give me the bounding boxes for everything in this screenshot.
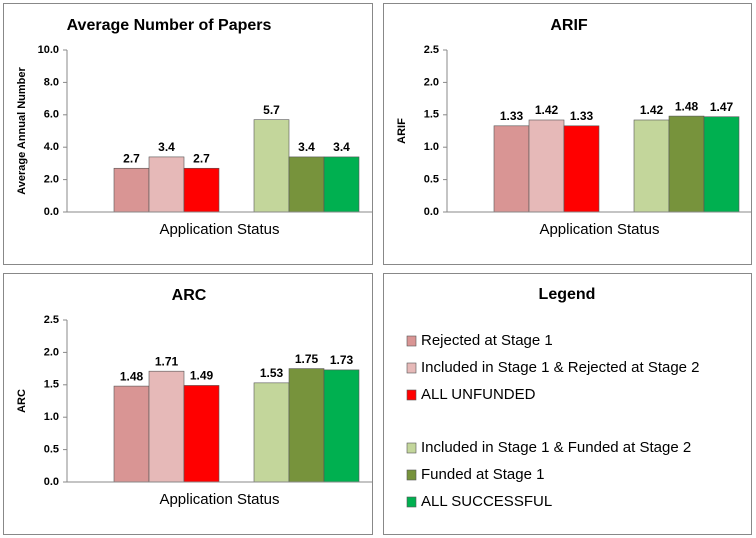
bar (668, 115, 705, 213)
bar (148, 370, 185, 483)
data-label: 1.71 (155, 354, 179, 368)
legend-label: Included in Stage 1 & Rejected at Stage … (421, 359, 700, 376)
x-axis-title: Application Status (159, 491, 279, 508)
data-label: 1.48 (675, 99, 699, 113)
y-tick-label: 1.5 (44, 379, 59, 391)
y-tick-label: 1.0 (424, 141, 439, 153)
y-tick-label: 1.0 (44, 411, 59, 423)
bar (288, 156, 325, 213)
y-tick-label: 2.5 (44, 314, 59, 326)
legend-swatch (406, 442, 417, 454)
legend-swatch (406, 469, 417, 481)
data-label: 2.7 (193, 151, 210, 165)
y-axis-title: Average Annual Number (16, 67, 28, 195)
y-tick-label: 2.0 (44, 174, 59, 186)
legend-swatch (406, 335, 417, 347)
data-label: 1.33 (500, 109, 524, 123)
chart-title: ARC (172, 287, 207, 304)
bar (183, 385, 220, 483)
data-label: 3.4 (333, 140, 350, 154)
data-label: 1.47 (710, 100, 734, 114)
data-label: 1.33 (570, 109, 594, 123)
y-tick-label: 0.0 (44, 206, 59, 218)
data-label: 5.7 (263, 103, 280, 117)
data-label: 1.42 (535, 103, 559, 117)
data-label: 1.49 (190, 369, 214, 383)
legend-label: ALL UNFUNDED (421, 386, 536, 403)
data-label: 1.53 (260, 366, 284, 380)
bar (323, 369, 360, 483)
y-tick-label: 0.5 (424, 174, 439, 186)
chart-title: Average Number of Papers (67, 17, 272, 34)
bar (183, 167, 220, 213)
y-tick-label: 0.0 (424, 206, 439, 218)
y-tick-label: 2.5 (424, 44, 439, 56)
y-tick-label: 6.0 (44, 109, 59, 121)
data-label: 1.42 (640, 103, 664, 117)
legend-label: Rejected at Stage 1 (421, 332, 553, 349)
y-tick-label: 0.5 (44, 444, 59, 456)
legend-swatch (406, 496, 417, 508)
data-label: 3.4 (298, 140, 315, 154)
bar (288, 368, 325, 483)
y-tick-label: 4.0 (44, 141, 59, 153)
x-axis-title: Application Status (159, 221, 279, 238)
legend-label: Included in Stage 1 & Funded at Stage 2 (421, 439, 691, 456)
y-axis-title: ARC (16, 389, 28, 413)
y-tick-label: 0.0 (44, 476, 59, 488)
legend-label: Funded at Stage 1 (421, 466, 544, 483)
y-tick-label: 1.5 (424, 109, 439, 121)
data-label: 1.73 (330, 353, 354, 367)
y-tick-label: 2.0 (424, 76, 439, 88)
bar (113, 385, 150, 483)
y-tick-label: 8.0 (44, 76, 59, 88)
legend-label: ALL SUCCESSFUL (421, 493, 552, 510)
legend-swatch (406, 362, 417, 374)
bar (253, 119, 290, 213)
panel (3, 3, 373, 265)
bar (528, 119, 565, 213)
y-tick-label: 10.0 (38, 44, 59, 56)
legend-title: Legend (539, 286, 596, 303)
y-tick-label: 2.0 (44, 346, 59, 358)
y-axis-title: ARIF (396, 118, 408, 144)
x-axis-title: Application Status (539, 221, 659, 238)
bar (253, 382, 290, 483)
legend-swatch (406, 389, 417, 401)
bar (113, 167, 150, 213)
chart-title: ARIF (550, 17, 588, 34)
legend-panel (383, 273, 752, 535)
bar (148, 156, 185, 213)
bar (703, 116, 740, 213)
bar (323, 156, 360, 213)
data-label: 2.7 (123, 151, 140, 165)
data-label: 3.4 (158, 140, 175, 154)
data-label: 1.75 (295, 352, 319, 366)
bar (633, 119, 670, 213)
bar (563, 125, 600, 213)
bar (493, 125, 530, 213)
data-label: 1.48 (120, 369, 144, 383)
